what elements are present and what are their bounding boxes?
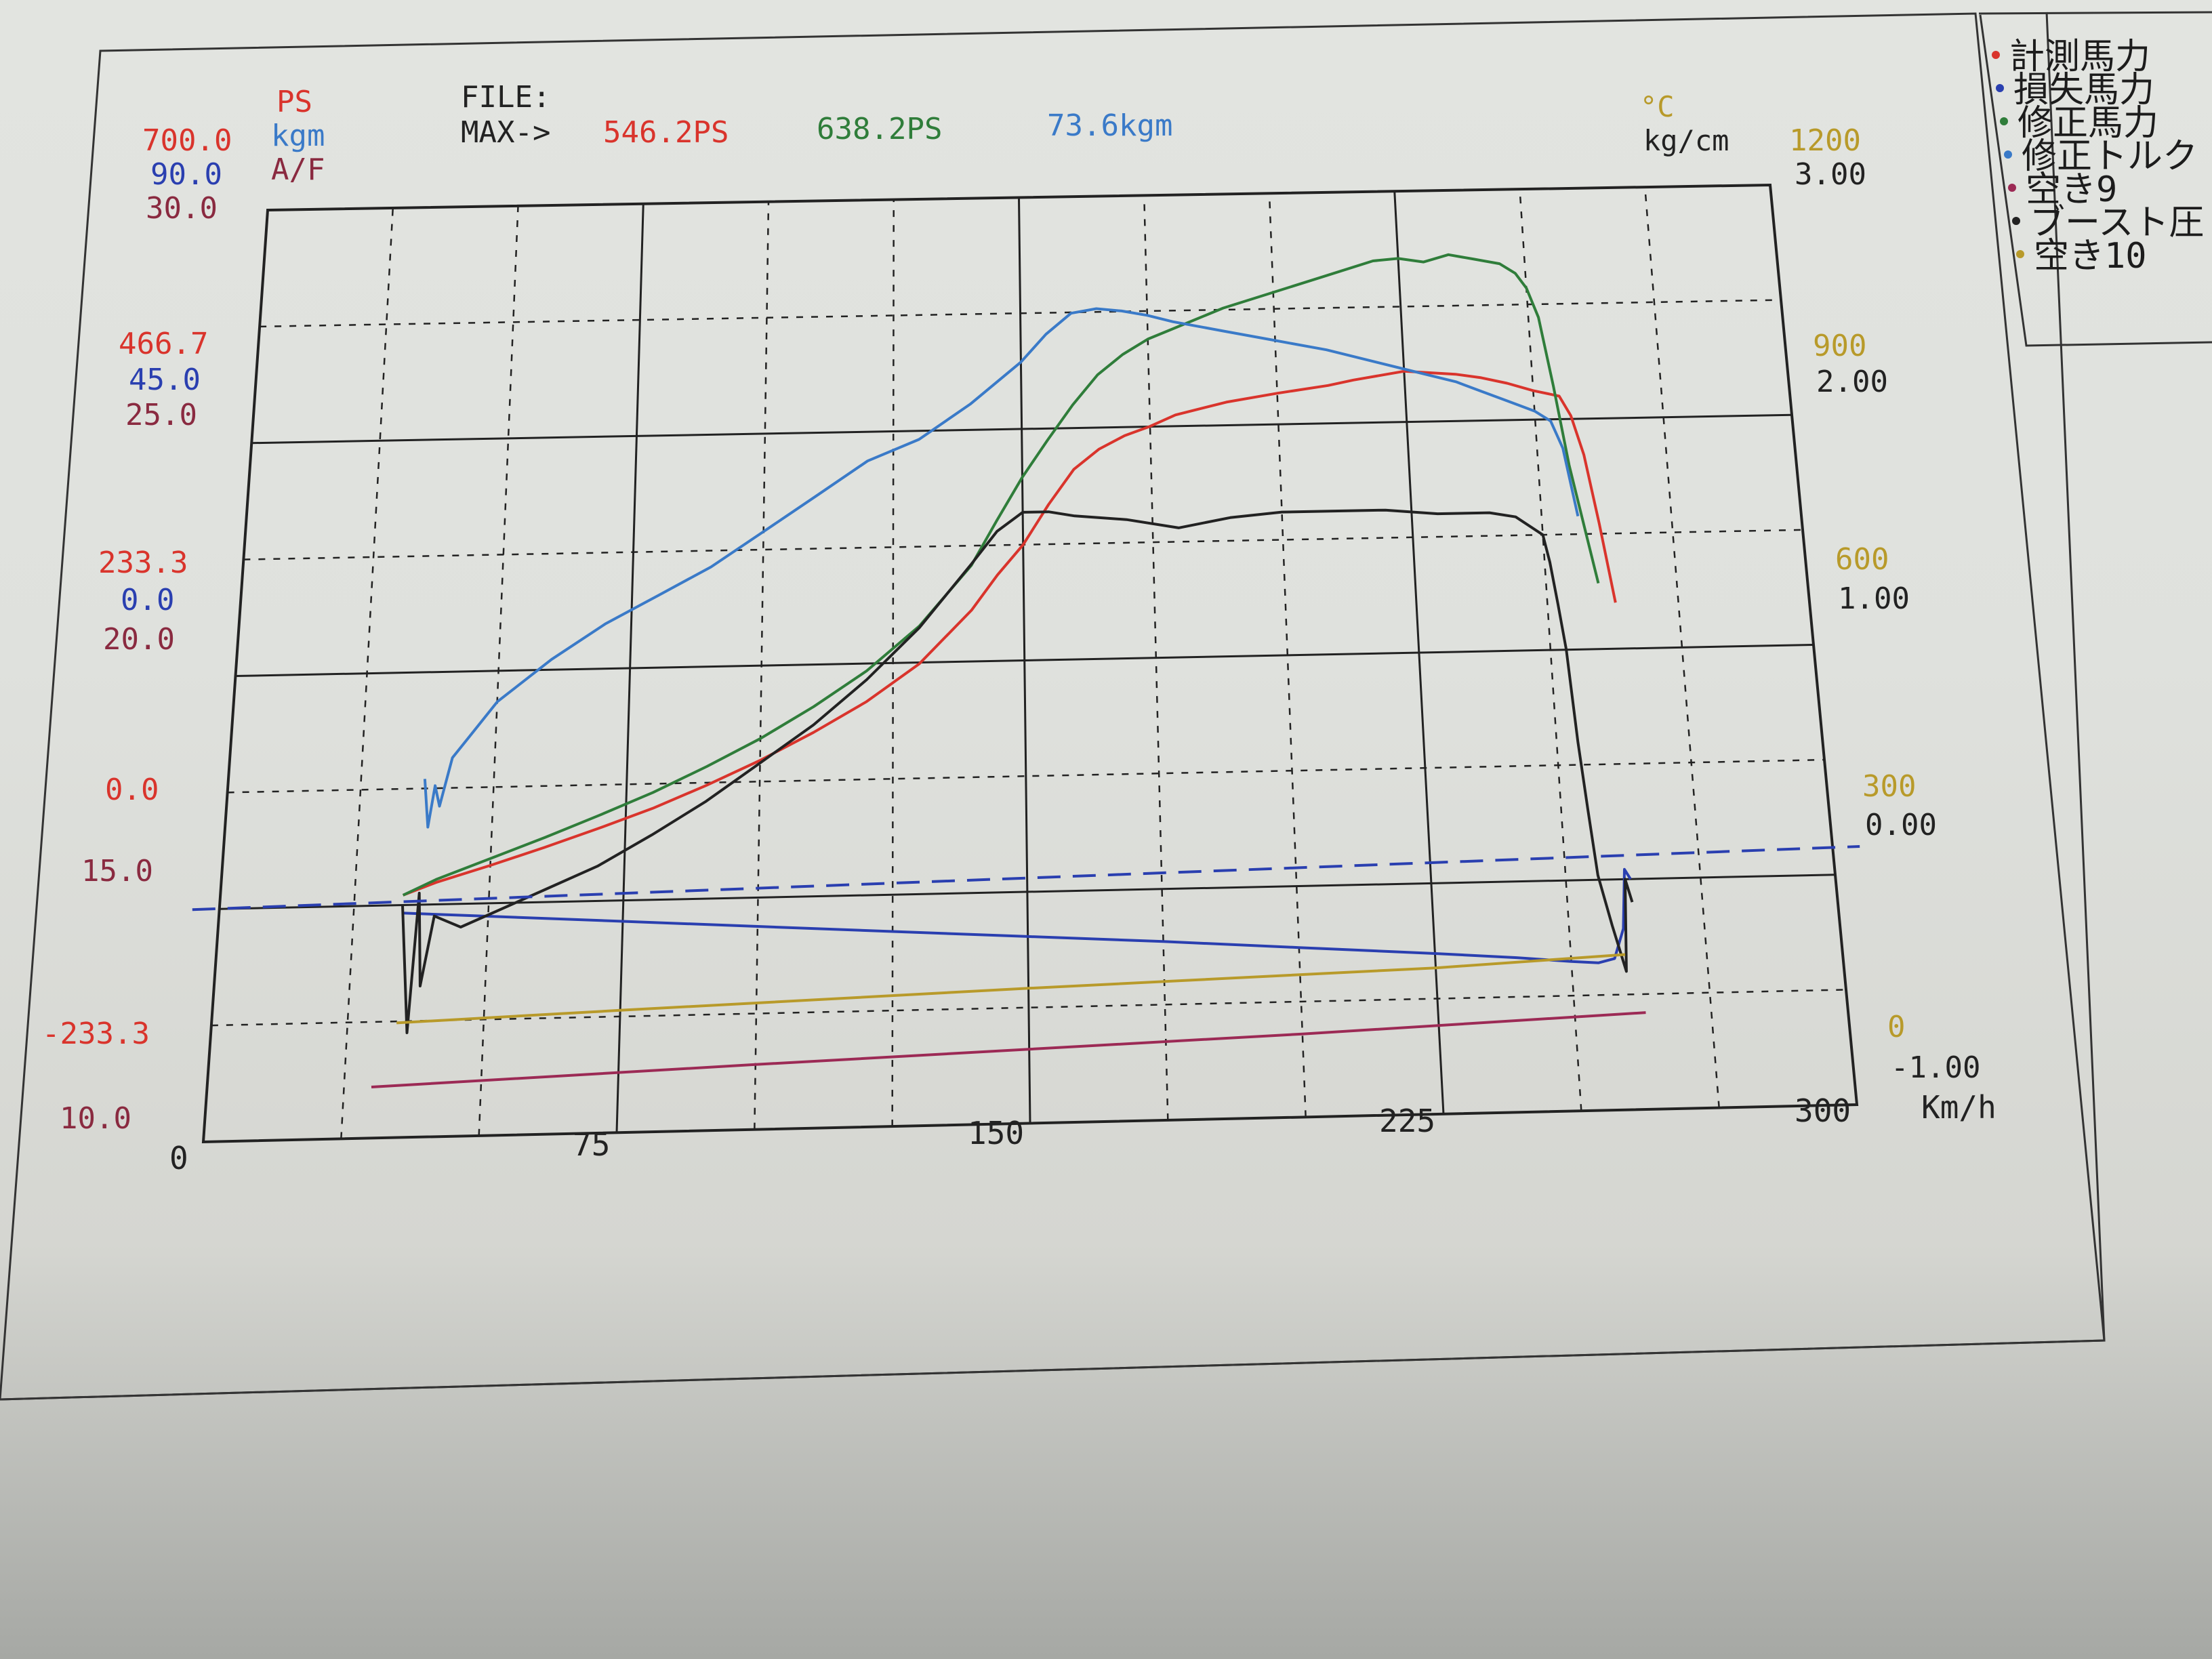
grid-line-horizontal (211, 989, 1847, 1027)
left-tick-ps: 0.0 (105, 773, 159, 807)
left-tick-af: 10.0 (60, 1101, 131, 1136)
series-line-5 (401, 508, 1634, 1034)
right-ticks: 1200 3.00 900 2.00 600 1.00 300 0.00 0 -… (1789, 123, 1980, 1085)
series-line-2 (402, 253, 1600, 897)
legend-marker (2008, 184, 2016, 192)
file-label: FILE: (461, 80, 550, 115)
legend-item-label: ブースト圧 (2030, 203, 2204, 243)
plot-series (192, 253, 1860, 1088)
x-tick-label: 0 (169, 1140, 188, 1176)
left-tick-af: 20.0 (103, 622, 175, 657)
grid-line-vertical (1644, 186, 1720, 1108)
grid-line-horizontal (260, 299, 1782, 328)
left-tick-af: 15.0 (81, 854, 153, 888)
series-line-0 (402, 369, 1617, 897)
max-power-value: 546.2PS (603, 115, 729, 150)
right-tick-boost: 1.00 (1838, 581, 1910, 616)
left-tick-ps: 466.7 (119, 327, 208, 361)
left-tick-af: 30.0 (146, 191, 218, 226)
legend-item-label: 空き9 (2026, 169, 2117, 210)
legend-item-label: 計測馬力 (2009, 37, 2150, 77)
legend-box (1978, 11, 2212, 15)
right-tick-temp: 1200 (1789, 123, 1861, 158)
left-unit-kgm: kgm (271, 119, 325, 153)
left-tick-ps: 233.3 (98, 546, 188, 580)
grid-line-horizontal (227, 758, 1825, 794)
right-unit-boost: kg/cm (1643, 124, 1729, 157)
x-tick-label: 300 (1795, 1092, 1851, 1129)
legend-marker (2004, 150, 2012, 159)
legend-item-label: 修正馬力 (2018, 103, 2158, 144)
legend-marker (2016, 250, 2024, 258)
left-ticks: 700.0 90.0 30.0 466.7 45.0 25.0 233.3 0.… (42, 123, 232, 1136)
grid-line-horizontal (235, 644, 1814, 677)
right-tick-temp: 300 (1862, 769, 1916, 804)
plot-grid (201, 183, 1859, 1144)
legend-item-label: 空き10 (2034, 236, 2147, 276)
plot-border (201, 183, 1859, 1144)
grid-line-horizontal (219, 874, 1836, 910)
right-tick-boost: 3.00 (1795, 157, 1866, 192)
right-tick-boost: 2.00 (1816, 365, 1888, 399)
legend-marker (1996, 84, 2004, 92)
x-tick-label: 225 (1379, 1103, 1435, 1139)
max-corrected-power-value: 638.2PS (817, 112, 942, 146)
left-tick-ps: 700.0 (142, 123, 232, 158)
left-tick-ps: -233.3 (42, 1017, 150, 1051)
legend-box-border (1979, 14, 2212, 347)
right-tick-temp: 600 (1835, 542, 1889, 577)
series-line-6 (396, 953, 1626, 1025)
x-tick-label: 150 (968, 1115, 1024, 1151)
series-line-3 (423, 307, 1580, 829)
left-tick-kgm: 90.0 (150, 157, 222, 192)
left-tick-kgm: 45.0 (129, 363, 201, 397)
series-line-7 (192, 845, 1860, 912)
max-label: MAX-> (461, 115, 550, 150)
right-tick-temp: 0 (1887, 1010, 1906, 1044)
left-tick-af: 25.0 (125, 398, 197, 432)
right-tick-boost: -1.00 (1891, 1050, 1980, 1085)
left-tick-kgm: 0.0 (121, 583, 174, 617)
right-unit-temp: °C (1640, 90, 1675, 123)
legend-marker (2000, 117, 2008, 125)
chart-outer-frame (0, 12, 2106, 1401)
legend-marker (1992, 51, 2000, 59)
series-line-4 (371, 1011, 1646, 1088)
right-tick-temp: 900 (1813, 329, 1866, 363)
x-ticks: 0 75 150 225 300 Km/h (169, 1089, 1996, 1176)
max-torque-value: 73.6kgm (1047, 108, 1172, 143)
legend-marker (2012, 217, 2020, 225)
x-unit-label: Km/h (1921, 1089, 1996, 1126)
page-frame (0, 12, 2106, 1401)
grid-line-horizontal (251, 413, 1793, 445)
right-tick-boost: 0.00 (1865, 808, 1937, 842)
left-unit-ps: PS (276, 85, 312, 119)
left-unit-af: A/F (271, 152, 325, 187)
legend-item-label: 損失馬力 (2013, 70, 2154, 110)
legend-item-label: 修正トルク (2022, 136, 2198, 177)
x-tick-label: 75 (573, 1126, 610, 1163)
